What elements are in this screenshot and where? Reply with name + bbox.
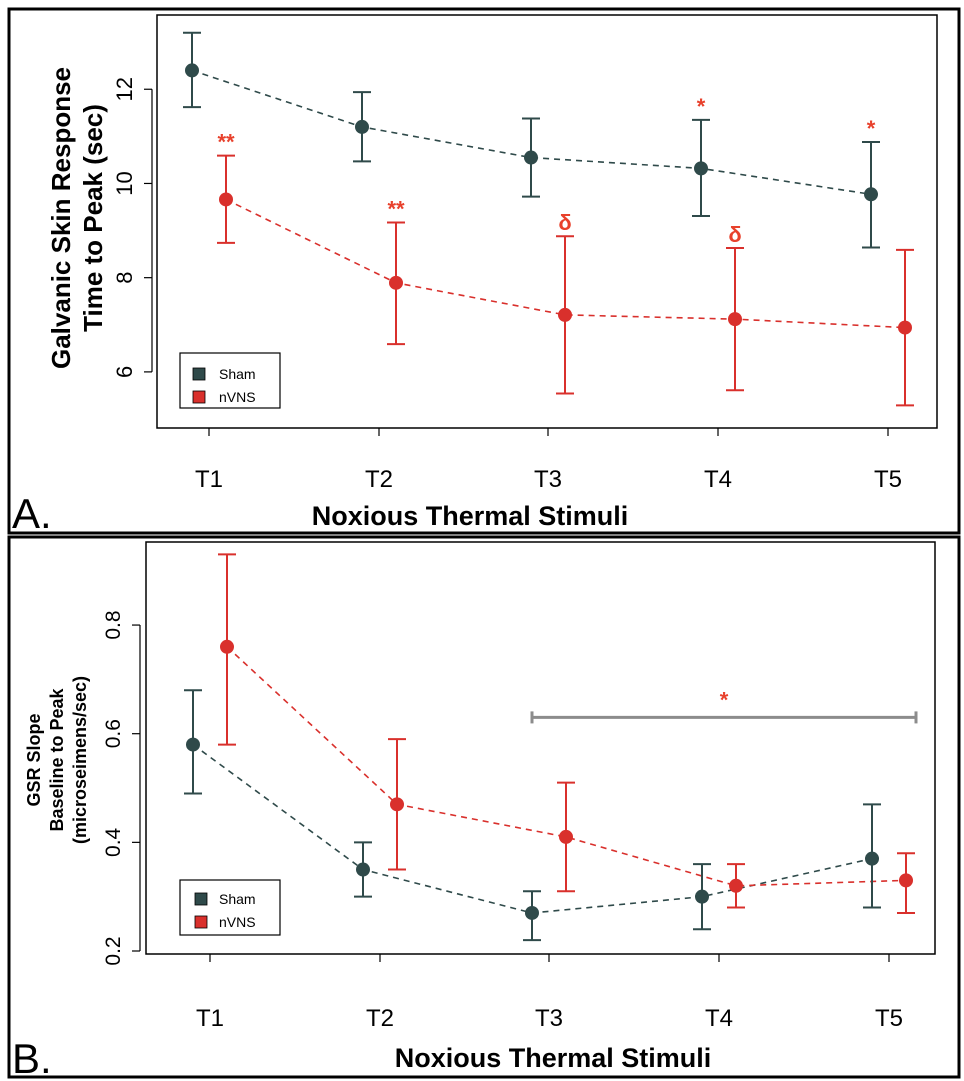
panel-b-legend: Sham nVNS	[179, 879, 281, 936]
panel-a-legend-swatch-sham	[192, 367, 206, 381]
significance-marker: *	[697, 94, 706, 119]
data-point-nvns	[390, 797, 404, 812]
panel-a-legend: Sham nVNS	[179, 352, 281, 409]
series-line-nvns	[225, 198, 906, 329]
panel-a-label: A.	[12, 490, 52, 537]
data-point-sham	[525, 905, 539, 920]
series-line-sham	[192, 743, 873, 914]
significance-marker: *	[867, 116, 876, 141]
panel-a-ylabel-line-1: Galvanic Skin Response	[46, 67, 76, 369]
series-line-nvns	[226, 646, 907, 887]
data-point-sham	[185, 63, 199, 78]
panel-a-y-axis: 6 8 10 12	[112, 77, 153, 378]
x-tick-label: T3	[535, 1005, 563, 1032]
x-tick-label: T2	[366, 1005, 394, 1032]
x-tick-label: T1	[195, 466, 223, 493]
bracket-significance-marker: *	[720, 687, 729, 712]
data-point-nvns	[558, 307, 572, 322]
panel-b-x-axis: T1 T2 T3 T4 T5	[196, 954, 903, 1032]
y-tick-label: 0.6	[102, 719, 125, 748]
data-point-sham	[356, 862, 370, 877]
significance-marker: δ	[728, 222, 741, 247]
panel-a-x-axis: T1 T2 T3 T4 T5	[195, 428, 902, 493]
data-point-nvns	[389, 275, 403, 290]
panel-a-legend-label-sham: Sham	[219, 366, 256, 382]
panel-a-points	[185, 63, 912, 335]
panel-a-legend-box	[179, 352, 281, 409]
data-point-nvns	[559, 829, 573, 844]
panel-a-ylabel-line-2: Time to Peak (sec)	[78, 104, 108, 332]
data-point-sham	[186, 737, 200, 752]
x-tick-label: T4	[704, 466, 732, 493]
panel-b-series-lines	[192, 646, 907, 914]
significance-marker: **	[217, 130, 235, 155]
significance-marker: δ	[558, 210, 571, 235]
data-point-sham	[694, 161, 708, 176]
panel-b-plot-area	[145, 541, 936, 955]
panel-a-frame	[7, 7, 961, 535]
data-point-nvns	[898, 320, 912, 335]
panel-b-points	[186, 639, 913, 920]
y-tick-label: 0.4	[102, 827, 125, 857]
data-point-sham	[864, 187, 878, 202]
data-point-sham	[865, 851, 879, 866]
panel-b-label: B.	[12, 1035, 52, 1081]
panel-b-y-axis: 0.2 0.4 0.6 0.8	[102, 610, 141, 966]
data-point-nvns	[219, 192, 233, 207]
panel-a-chart: 6 8 10 12 T1 T2 T3 T4 T5 ** ** δ * δ * Galvanic Skin…	[12, 14, 938, 537]
y-tick-label: 12	[112, 77, 137, 101]
significance-marker: **	[387, 197, 405, 222]
panel-a-legend-label-nvns: nVNS	[219, 389, 256, 405]
panel-b-error-bars	[184, 553, 915, 942]
data-point-nvns	[899, 873, 913, 888]
y-tick-label: 8	[112, 272, 137, 284]
y-tick-label: 6	[112, 366, 137, 378]
panel-a-series-lines	[191, 69, 906, 329]
panel-b-legend-swatch-sham	[194, 892, 208, 906]
y-tick-label: 10	[112, 171, 137, 195]
panel-b-ylabel-line-2: Baseline to Peak	[47, 687, 67, 831]
panel-b-xlabel: Noxious Thermal Stimuli	[395, 1043, 712, 1073]
x-tick-label: T3	[534, 466, 562, 493]
panel-a-xlabel: Noxious Thermal Stimuli	[312, 501, 629, 531]
x-tick-label: T4	[705, 1005, 733, 1032]
data-point-nvns	[729, 878, 743, 893]
data-point-sham	[695, 889, 709, 904]
x-tick-label: T5	[874, 466, 902, 493]
x-tick-label: T2	[365, 466, 393, 493]
data-point-sham	[355, 119, 369, 134]
panel-b-ylabel-line-3: (microseimens/sec)	[70, 676, 90, 844]
panel-a-legend-swatch-nvns	[192, 390, 206, 404]
data-point-nvns	[220, 639, 234, 654]
y-tick-label: 0.8	[102, 610, 125, 639]
panel-b-frame	[7, 535, 961, 1079]
data-point-sham	[524, 150, 538, 165]
x-tick-label: T5	[875, 1005, 903, 1032]
panel-b-significance-bracket: *	[530, 687, 918, 724]
panel-b-legend-label-sham: Sham	[219, 891, 256, 907]
y-tick-label: 0.2	[102, 936, 125, 965]
x-tick-label: T1	[196, 1005, 224, 1032]
panel-a-annotations: ** ** δ * δ *	[217, 94, 875, 247]
panel-a-error-bars	[183, 31, 914, 407]
panel-b-ylabel-line-1: GSR Slope	[24, 713, 44, 806]
data-point-nvns	[728, 312, 742, 327]
panel-b-legend-swatch-nvns	[194, 915, 208, 929]
panel-b-chart: 0.2 0.4 0.6 0.8 T1 T2 T3 T4 T5 * GSR Slope Base…	[12, 541, 936, 1081]
panel-a-plot-area	[156, 14, 938, 429]
panel-b-legend-label-nvns: nVNS	[219, 914, 256, 930]
